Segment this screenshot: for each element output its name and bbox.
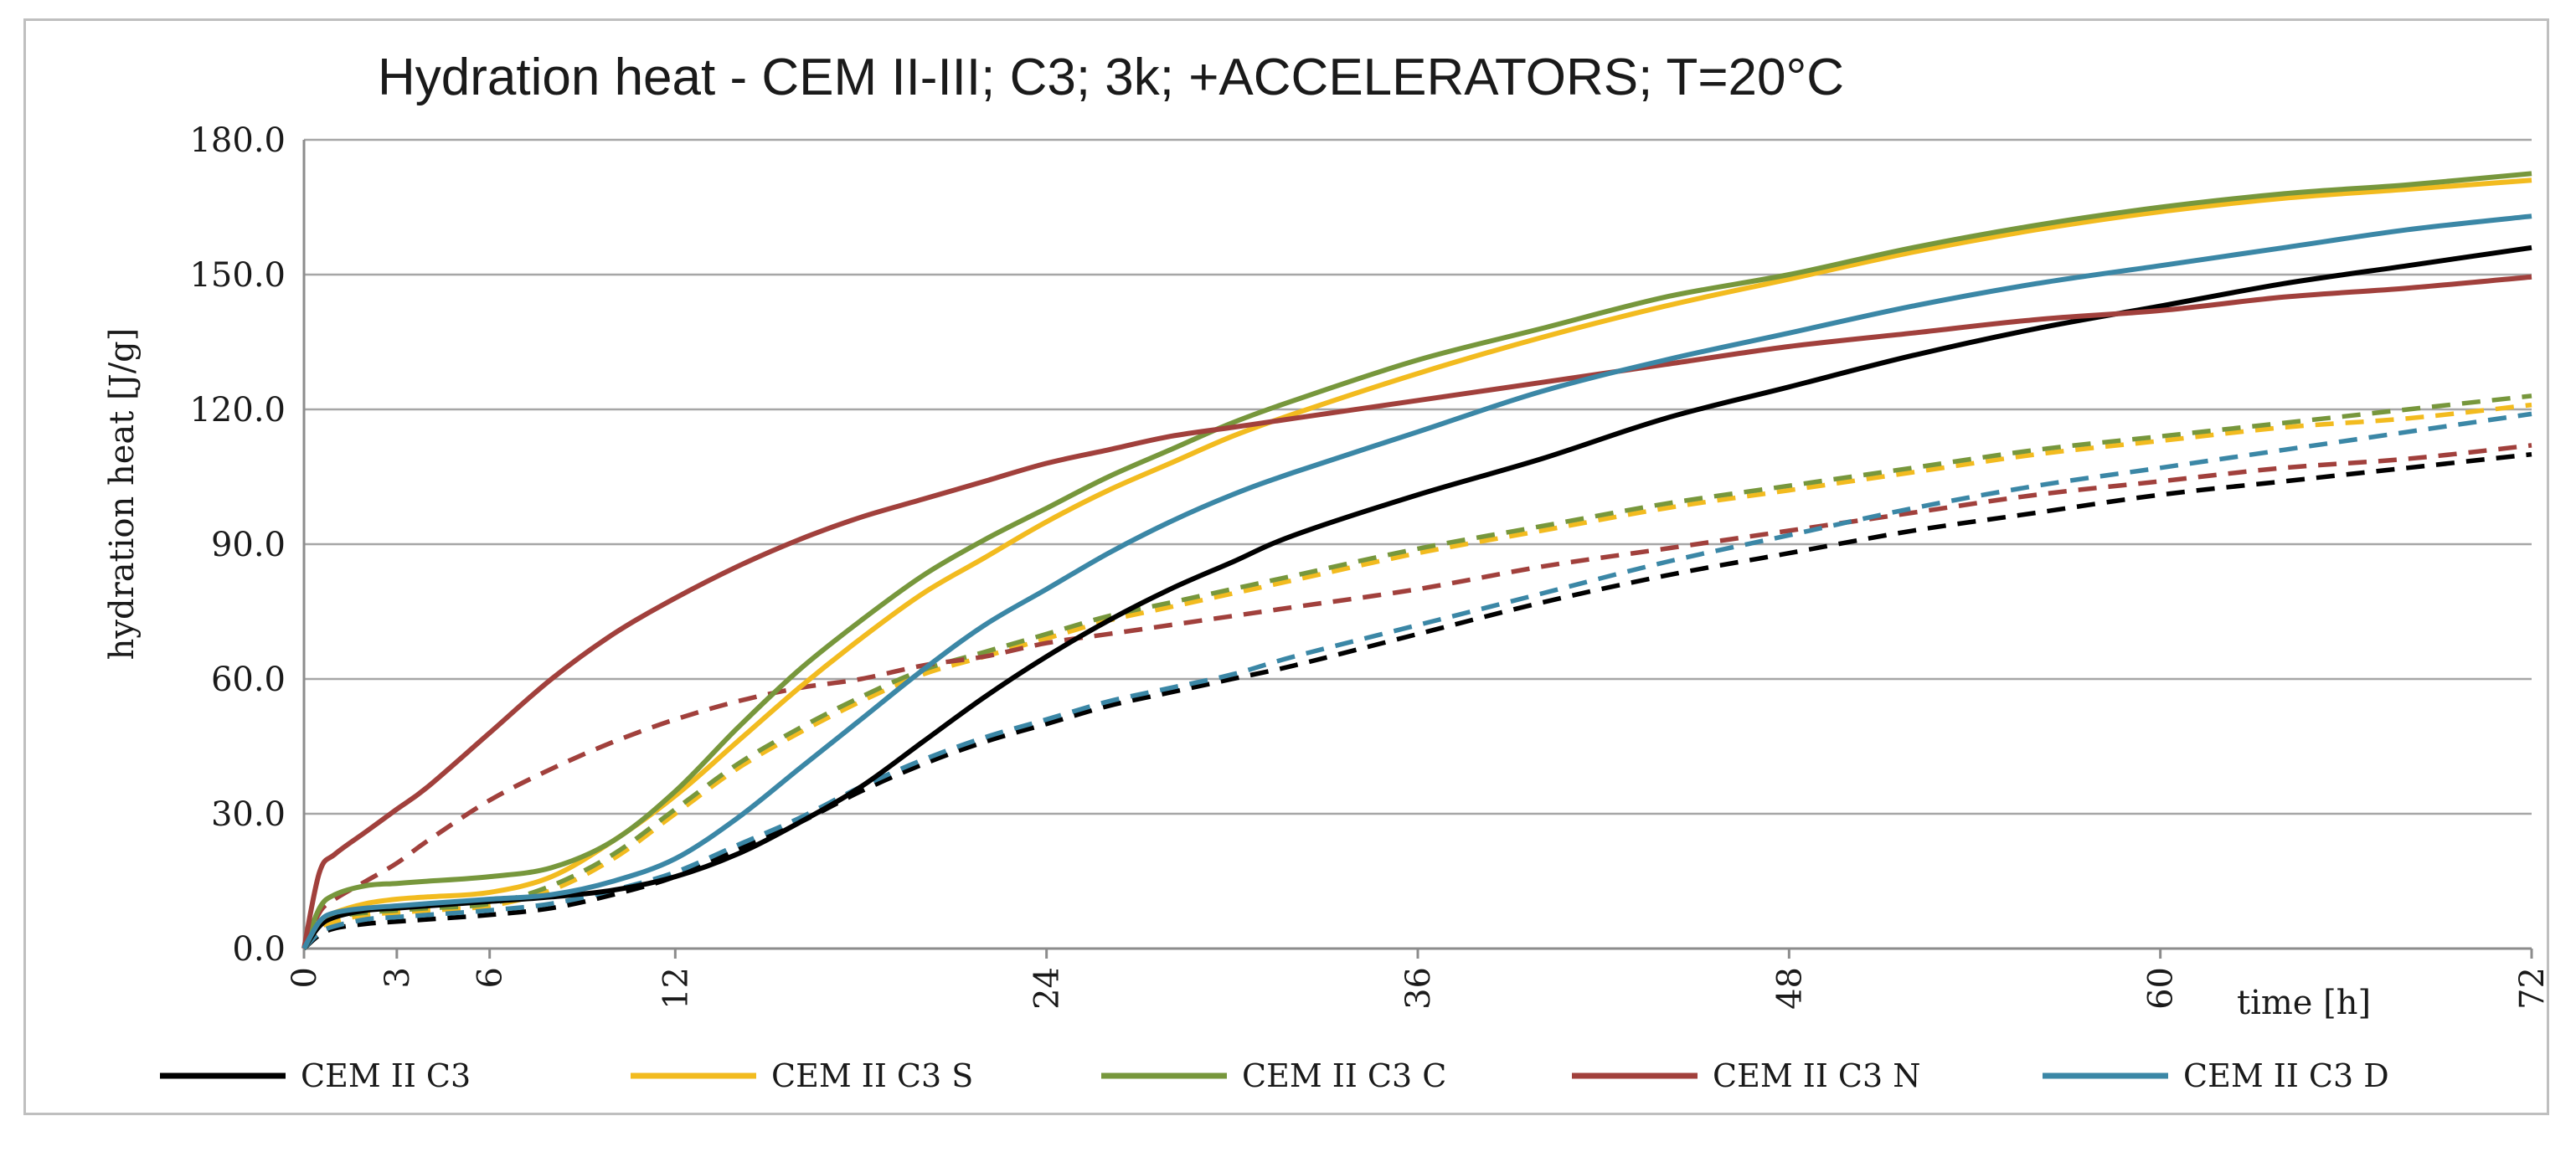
series-line-cem-ii-c3-c-dashed (301, 393, 2532, 950)
series-line-cem-ii-c3-n (301, 274, 2532, 949)
x-tick-label: 60 (2142, 967, 2181, 1010)
x-tick-label: 36 (1399, 967, 1438, 1010)
series-line-cem-ii-c3-s (301, 177, 2532, 950)
series-line-cem-ii-c3 (301, 244, 2532, 950)
y-tick-label: 0.0 (232, 930, 286, 969)
series-line-cem-ii-c3-d (301, 213, 2532, 950)
series-line-cem-ii-c3-c (301, 171, 2532, 950)
series-line-cem-ii-c3-d-dashed (302, 411, 2532, 950)
x-tick-label: 0 (286, 967, 324, 988)
y-tick-label: 30.0 (211, 795, 286, 834)
chart-title: Hydration heat - CEM II-III; C3; 3k; +AC… (378, 49, 1844, 106)
series-line-cem-ii-c3-dashed (302, 451, 2532, 951)
legend-label: CEM II C3 D (2183, 1057, 2389, 1094)
y-axis-label: hydration heat [J/g] (103, 328, 142, 661)
x-axis-label: time [h] (2237, 984, 2371, 1022)
chart-frame: Hydration heat - CEM II-III; C3; 3k; +AC… (23, 18, 2552, 1115)
y-tick-label: 60.0 (211, 661, 286, 699)
hydration-heat-chart: Hydration heat - CEM II-III; C3; 3k; +AC… (103, 49, 2552, 1094)
legend-label: CEM II C3 (301, 1057, 471, 1094)
legend-item: CEM II C3 N (1572, 1057, 1920, 1094)
legend-item: CEM II C3 (160, 1057, 471, 1094)
legend-label: CEM II C3 N (1713, 1057, 1920, 1094)
x-tick-label: 48 (1770, 967, 1809, 1010)
axis-layer (302, 140, 2533, 959)
series-layer (301, 171, 2532, 951)
legend-item: CEM II C3 S (631, 1057, 973, 1094)
legend-item: CEM II C3 D (2043, 1057, 2389, 1094)
legend: CEM II C3 CEM II C3 S CEM II C3 C CEM II C3… (160, 1057, 2389, 1094)
x-tick-label: 3 (379, 967, 417, 988)
legend-label: CEM II C3 C (1242, 1057, 1446, 1094)
x-tick-label: 6 (471, 967, 510, 988)
series-line-cem-ii-c3-n-dashed (301, 443, 2532, 950)
legend-item: CEM II C3 C (1101, 1057, 1446, 1094)
y-tick-label: 90.0 (211, 526, 286, 564)
y-tick-label: 120.0 (189, 391, 286, 429)
grid-layer (304, 138, 2532, 815)
legend-label: CEM II C3 S (771, 1057, 973, 1094)
series-line-cem-ii-c3-s-dashed (301, 402, 2532, 950)
y-tick-label: 150.0 (189, 256, 286, 295)
x-tick-label: 12 (657, 967, 695, 1010)
x-tick-label: 24 (1028, 967, 1067, 1010)
y-tick-label: 180.0 (189, 121, 286, 160)
x-tick-label: 72 (2513, 967, 2552, 1010)
